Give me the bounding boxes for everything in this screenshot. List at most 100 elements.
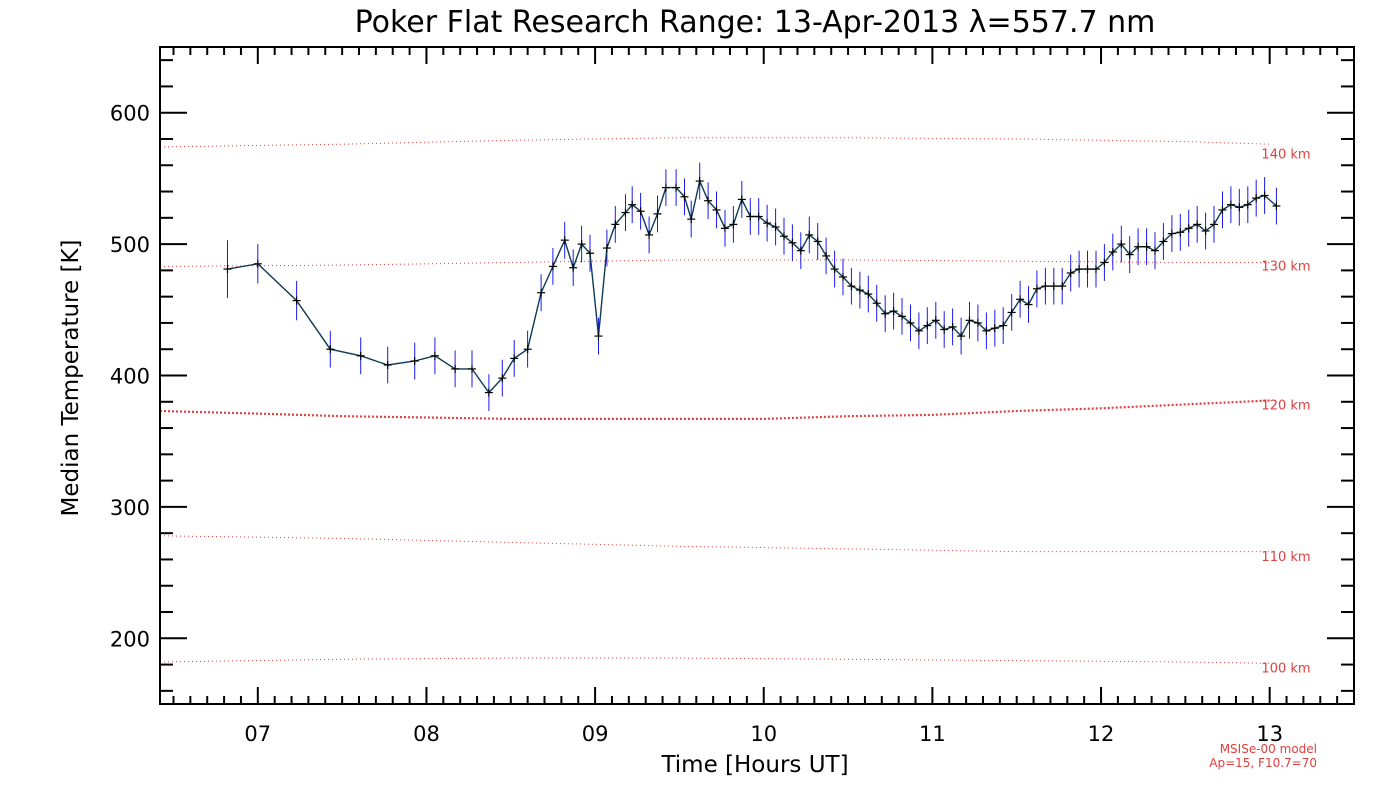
data-point [1007, 308, 1016, 317]
data-point [965, 316, 974, 325]
data-point [636, 207, 645, 216]
data-point [1201, 226, 1210, 235]
y-tick-label: 400 [110, 365, 150, 389]
data-point [779, 232, 788, 241]
data-point [712, 205, 721, 214]
data-point [523, 345, 532, 354]
reference-label-100-km: 100 km [1261, 662, 1310, 677]
data-point [1066, 269, 1075, 278]
data-point [1049, 282, 1058, 291]
data-point [813, 237, 822, 246]
data-point [467, 364, 476, 373]
data-point [1091, 265, 1100, 274]
reference-label-110-km: 110 km [1261, 550, 1310, 565]
reference-line-120-km [159, 399, 1270, 420]
data-point [754, 212, 763, 221]
data-point [1272, 201, 1281, 210]
data-point [990, 324, 999, 333]
data-point [940, 325, 949, 334]
plot-area: 140 km 130 km 120 km 110 km 100 km 07 08 09 10 11… [110, 46, 1355, 746]
data-point [898, 312, 907, 321]
data-point [1252, 194, 1261, 203]
data-point [957, 332, 966, 341]
data-point [864, 290, 873, 299]
data-point [1075, 265, 1084, 274]
data-point [356, 351, 365, 360]
data-point [569, 263, 578, 272]
data-point [1016, 295, 1025, 304]
data-point [1032, 284, 1041, 293]
x-tick-label: 09 [582, 722, 609, 746]
data-point [1218, 205, 1227, 214]
data-point [1100, 258, 1109, 267]
data-point [973, 318, 982, 327]
x-tick-label: 08 [413, 722, 440, 746]
data-point [430, 351, 439, 360]
data-point [729, 220, 738, 229]
data-point [999, 321, 1008, 330]
data-point [687, 215, 696, 224]
data-point [451, 364, 460, 373]
data-point [560, 236, 569, 245]
data-point [653, 209, 662, 218]
data-point [621, 208, 630, 217]
data-point [1243, 200, 1252, 209]
data-point [577, 240, 586, 249]
data-point [720, 224, 729, 233]
data-point [914, 326, 923, 335]
model-note: MSISe-00 model [1220, 742, 1317, 756]
reference-label-130-km: 130 km [1261, 259, 1310, 274]
data-point [661, 183, 670, 192]
data-point [796, 246, 805, 255]
data-point [1159, 237, 1168, 246]
data-point [737, 195, 746, 204]
data-point [889, 307, 898, 316]
data-point [1260, 191, 1269, 200]
y-tick-label: 200 [110, 627, 150, 651]
x-tick-label: 11 [919, 722, 946, 746]
data-point [1041, 282, 1050, 291]
data-point [594, 332, 603, 341]
y-tick-label: 600 [110, 102, 150, 126]
data-point [672, 183, 681, 192]
y-axis-label: Median Temperature [K] [58, 240, 84, 517]
data-point [1184, 224, 1193, 233]
data-point [1058, 282, 1067, 291]
data-point [1117, 240, 1126, 249]
reference-label-140-km: 140 km [1261, 148, 1310, 163]
data-point [1210, 220, 1219, 229]
reference-label-120-km: 120 km [1261, 399, 1310, 414]
data-point [223, 265, 232, 274]
data-point [645, 230, 654, 239]
data-point [906, 318, 915, 327]
data-point [602, 244, 611, 253]
data-point [611, 220, 620, 229]
data-point [805, 230, 814, 239]
data-point [410, 357, 419, 366]
x-tick-label: 12 [1088, 722, 1115, 746]
data-point [746, 212, 755, 221]
data-point [1108, 247, 1117, 256]
data-point [763, 219, 772, 228]
data-point [537, 288, 546, 297]
data-point [292, 296, 301, 305]
data-point [1176, 228, 1185, 237]
data-point [383, 360, 392, 369]
data-point [1083, 265, 1092, 274]
x-tick-label: 10 [750, 722, 777, 746]
data-point [586, 249, 595, 258]
data-point [948, 322, 957, 331]
data-point [1167, 229, 1176, 238]
data-point [881, 309, 890, 318]
chart-title: Poker Flat Research Range: 13-Apr-2013 λ… [355, 5, 1156, 40]
data-point [923, 321, 932, 330]
x-tick-label: 07 [244, 722, 271, 746]
model-params-note: Ap=15, F10.7=70 [1209, 756, 1317, 770]
data-point [931, 316, 940, 325]
data-point [1134, 242, 1143, 251]
data-point [1193, 220, 1202, 229]
data-point [771, 223, 780, 232]
x-axis-label: Time [Hours UT] [660, 752, 848, 778]
